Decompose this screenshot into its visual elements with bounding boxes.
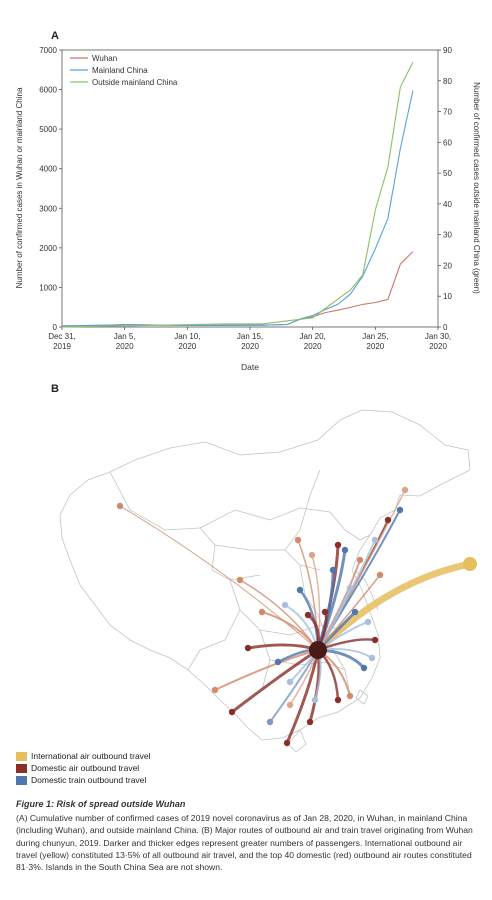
domestic-route [317, 574, 381, 651]
y-right-tick-label: 50 [443, 169, 452, 178]
figure-number: Figure 1: [16, 799, 55, 809]
legend-swatch-domestic-train [16, 775, 27, 785]
destination-node [286, 701, 294, 709]
domestic-route [119, 505, 319, 651]
destination-node [364, 618, 372, 626]
x-tick-label: Jan 5, 2020 [114, 332, 136, 351]
y-left-tick-label: 4000 [39, 165, 57, 174]
y-axis-label-right: Number of confirmed cases outside mainla… [472, 82, 481, 294]
destination-node [360, 664, 368, 672]
domestic-route [247, 643, 319, 652]
series-line-wuhan [61, 251, 414, 327]
series-line-mainland-china [61, 90, 414, 327]
destination-node [308, 551, 316, 559]
destination-node [286, 678, 294, 686]
destination-node [296, 586, 304, 594]
destination-node [346, 584, 354, 592]
destination-node [294, 536, 302, 544]
y-right-tick-label: 20 [443, 261, 452, 270]
destination-node [351, 608, 359, 616]
panel-a-label: A [51, 30, 59, 42]
destination-node [266, 718, 274, 726]
y-right-tick-label: 10 [443, 292, 452, 301]
panel-b-label: B [51, 383, 59, 395]
wuhan-hub-node [309, 641, 327, 659]
destination-node [283, 739, 291, 747]
y-right-tick-label: 60 [443, 138, 452, 147]
line-chart: 0 1000 2000 3000 4000 5000 6000 7000 0 10 20 30 40 50… [15, 46, 481, 372]
destination-node [376, 571, 384, 579]
destination-node [346, 692, 354, 700]
destination-node [371, 536, 379, 544]
y-left-tick-label: 1000 [39, 283, 57, 292]
destination-node [228, 708, 236, 716]
caption-title: Figure 1: Risk of spread outside Wuhan [16, 798, 476, 810]
x-axis-label: Date [241, 362, 259, 372]
y-left-tick-label: 5000 [39, 125, 57, 134]
legend-label: Mainland China [92, 66, 148, 75]
destination-node [401, 486, 409, 494]
y-right-tick-label: 90 [443, 46, 452, 55]
y-left-tick-label: 2000 [39, 244, 57, 253]
y-axis-label-left: Number of confirmed cases in Wuhan or ma… [15, 87, 24, 288]
y-right-tick-label: 40 [443, 200, 452, 209]
destination-node [211, 686, 219, 694]
destination-node [341, 546, 349, 554]
legend-label-domestic-air: Domestic air outbound travel [31, 763, 140, 773]
legend-international-air: International air outbound travel [16, 751, 151, 761]
destination-node [244, 644, 252, 652]
destination-node [371, 636, 379, 644]
domestic-route [231, 648, 319, 714]
figure-caption: Figure 1: Risk of spread outside Wuhan (… [16, 798, 476, 873]
legend-label-international: International air outbound travel [31, 751, 151, 761]
international-destination-node [463, 557, 477, 571]
destination-node [281, 601, 289, 609]
x-tick-label: Jan 10, 2020 [174, 332, 200, 351]
legend-label-domestic-train: Domestic train outbound travel [31, 775, 147, 785]
destination-node [311, 696, 319, 704]
destination-node [304, 611, 312, 619]
x-tick-label: Dec 31, 2019 [48, 332, 76, 351]
destination-node [116, 502, 124, 510]
destination-node [396, 506, 404, 514]
destination-node [356, 556, 364, 564]
destination-node [258, 608, 266, 616]
china-travel-map [59, 409, 477, 753]
series-line-outside-mainland-china [61, 62, 414, 328]
destination-node [368, 654, 376, 662]
y-right-tick-label: 80 [443, 77, 452, 86]
figure-title: Risk of spread outside Wuhan [56, 799, 186, 809]
caption-text: (A) Cumulative number of confirmed cases… [16, 813, 473, 873]
legend-domestic-train: Domestic train outbound travel [16, 775, 146, 785]
legend-label: Outside mainland China [92, 78, 178, 87]
domestic-route [297, 539, 319, 651]
legend-swatch-international [16, 751, 27, 761]
x-tick-label: Jan 30, 2020 [425, 332, 451, 351]
destination-node [236, 576, 244, 584]
y-right-tick-label: 0 [443, 323, 448, 332]
x-tick-label: Jan 25, 2020 [362, 332, 388, 351]
y-left-tick-label: 7000 [39, 46, 57, 55]
x-tick-label: Jan 20, 2020 [300, 332, 326, 351]
destination-node [329, 566, 337, 574]
destination-node [334, 541, 342, 549]
destination-node [306, 718, 314, 726]
y-left-tick-label: 0 [53, 323, 58, 332]
x-tick-label: Jan 15, 2020 [237, 332, 263, 351]
y-left-tick-label: 6000 [39, 86, 57, 95]
legend-label: Wuhan [92, 54, 117, 63]
legend-swatch-domestic-air [16, 763, 27, 773]
domestic-route [214, 649, 319, 691]
y-right-tick-label: 70 [443, 108, 452, 117]
y-right-tick-label: 30 [443, 231, 452, 240]
destination-node [384, 516, 392, 524]
destination-node [334, 696, 342, 704]
legend-domestic-air: Domestic air outbound travel [16, 763, 139, 773]
destination-node [321, 608, 329, 616]
destination-node [274, 658, 282, 666]
y-left-tick-label: 3000 [39, 204, 57, 213]
